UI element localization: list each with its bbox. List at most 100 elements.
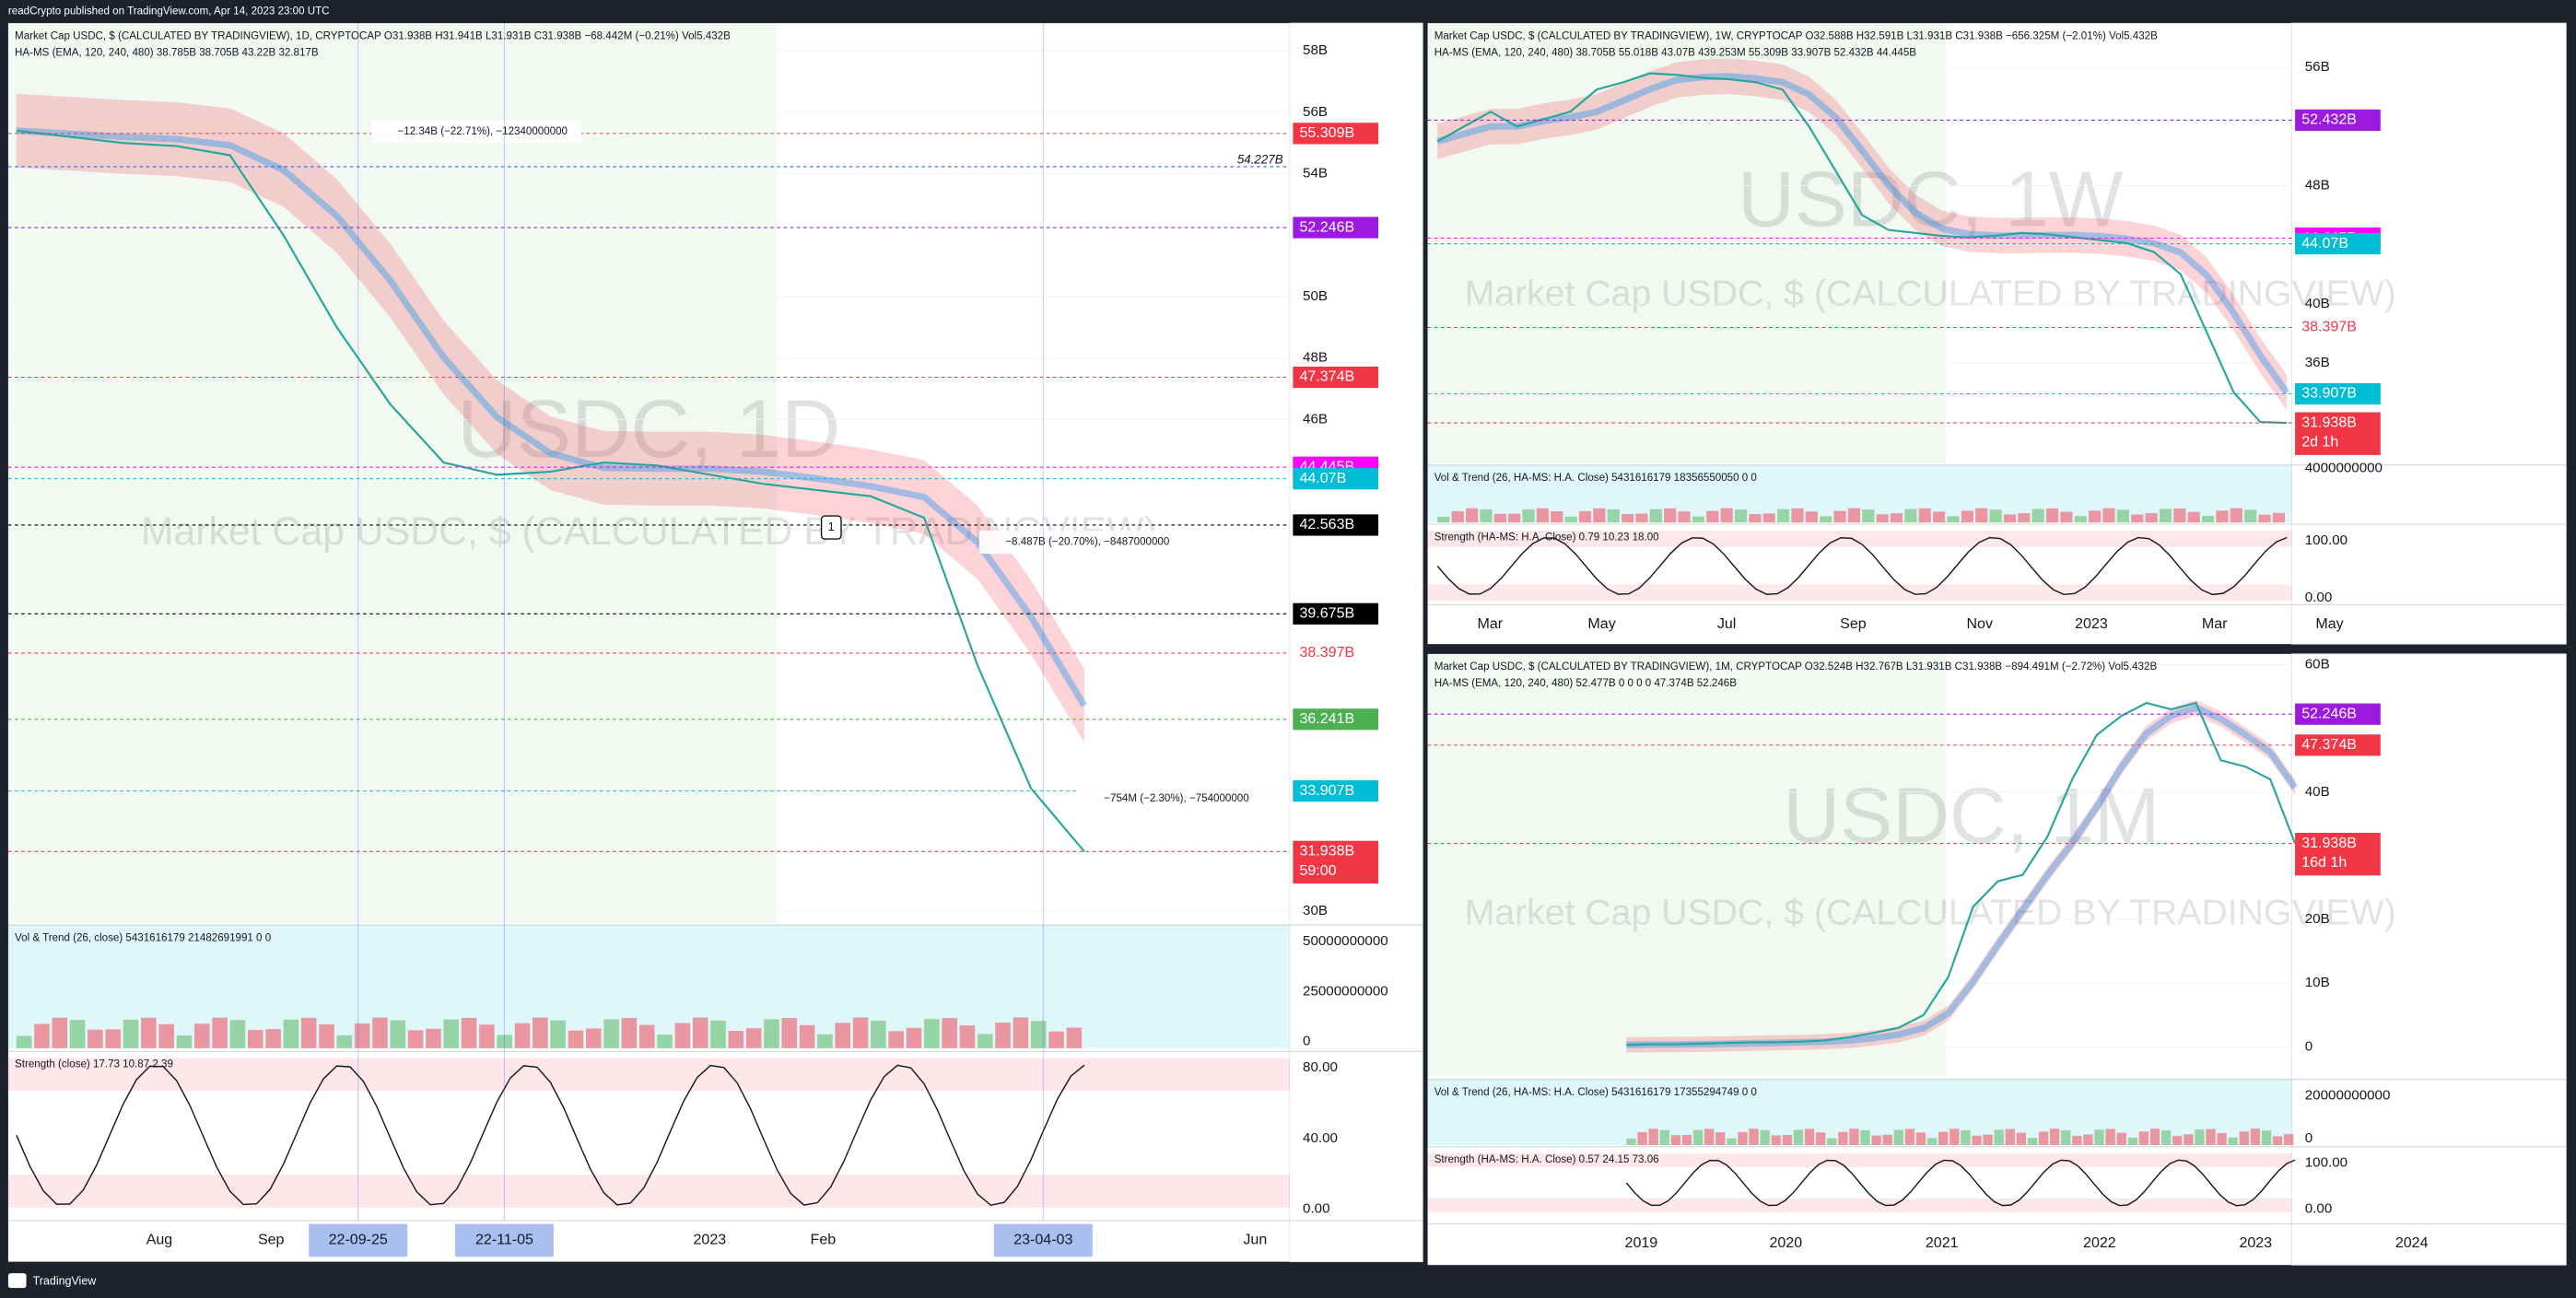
- vol-bar: [2258, 514, 2271, 523]
- vol-bar: [1793, 1129, 1804, 1146]
- vol-bar: [265, 1029, 281, 1048]
- ema-line: [16, 127, 1087, 707]
- vol-bar: [1860, 1129, 1870, 1146]
- vol-bar: [1593, 508, 1606, 523]
- vol-bar: [995, 1023, 1011, 1048]
- vol-bar: [1066, 1027, 1083, 1048]
- price-tag-label: 31.938B: [2301, 835, 2357, 851]
- vol-bar: [621, 1017, 638, 1048]
- vol-bar: [2160, 1130, 2172, 1146]
- vol-bar: [229, 1020, 246, 1048]
- vol-bar: [1704, 1128, 1715, 1146]
- price-tag-countdown: 59:00: [1299, 862, 1336, 879]
- tv-logo: [7, 1273, 27, 1289]
- y-tick-label: 20B: [2305, 911, 2330, 927]
- panel: [7, 23, 1423, 1262]
- vol-bar: [1522, 509, 1535, 523]
- watermark-sub: Market Cap USDC, $ (CALCULATED BY TRADIN…: [1465, 273, 2396, 313]
- vol-bar: [1738, 1131, 1748, 1146]
- price-tag-label: 47.374B: [1299, 368, 1354, 385]
- price-tag: [2295, 232, 2381, 255]
- price-tag-label: 33.907B: [2301, 385, 2357, 402]
- vol-bar: [2272, 512, 2285, 523]
- vol-bar: [585, 1028, 602, 1048]
- price-tag-label: 42.563B: [1299, 516, 1354, 532]
- y-tick-label: 58B: [1303, 42, 1328, 58]
- vol-bar: [2060, 511, 2073, 523]
- vol-bar: [1670, 1135, 1681, 1146]
- vol-bar: [1782, 1134, 1793, 1146]
- price-line: [16, 129, 1085, 853]
- vol-bar: [906, 1027, 922, 1048]
- vol-bar: [2216, 510, 2229, 523]
- vol-bar: [2244, 509, 2257, 523]
- price-tag-label: 36.241B: [1299, 710, 1354, 727]
- vol-bar: [283, 1019, 299, 1048]
- vol-bar: [176, 1035, 193, 1048]
- vol-bar: [1915, 1132, 1926, 1146]
- vol-bar: [2195, 1129, 2205, 1146]
- price-tag: [1293, 780, 1379, 802]
- subpanel-axis-label: 50000000000: [1303, 933, 1388, 949]
- x-tick-label: 23-04-03: [1013, 1232, 1072, 1248]
- annotation-box: [820, 515, 842, 540]
- y-tick-label: 40B: [2305, 784, 2330, 800]
- price-tag: [1293, 642, 1379, 664]
- price-tag-countdown: 2d 1h: [2301, 434, 2338, 450]
- vol-bar: [1030, 1021, 1047, 1048]
- vol-bar: [1882, 1134, 1892, 1146]
- vol-bar: [514, 1023, 531, 1048]
- vol-bar: [1950, 1128, 1960, 1146]
- vol-bar: [2145, 512, 2158, 523]
- vol-bar: [692, 1017, 708, 1048]
- bull-zone: [7, 23, 778, 924]
- vol-bar: [959, 1025, 976, 1048]
- vol-bar: [1849, 1128, 1859, 1146]
- y-tick-label: 54B: [1303, 166, 1328, 181]
- vol-bar: [1833, 510, 1846, 523]
- vol-bar: [2003, 514, 2017, 523]
- x-tick-label: Nov: [1966, 615, 1993, 632]
- vol-bar: [2005, 1128, 2015, 1146]
- x-tick-label: Sep: [1840, 615, 1867, 632]
- vol-bar: [1465, 508, 1479, 523]
- vol-bar: [1777, 509, 1790, 523]
- vol-bar: [1013, 1017, 1029, 1048]
- vol-bar: [2094, 1129, 2104, 1146]
- subpanel-axis-label: 40.00: [1303, 1130, 1338, 1146]
- price-tag-label: 31.938B: [1299, 843, 1354, 859]
- vol-bar: [141, 1017, 157, 1048]
- vol-bar: [1762, 513, 1775, 523]
- vol-bar: [2083, 1134, 2093, 1146]
- y-tick-label: 0: [2305, 1038, 2313, 1054]
- vol-bar: [1975, 508, 1988, 523]
- vol-bar: [16, 1035, 32, 1048]
- vol-bar: [212, 1017, 228, 1048]
- bull-zone: [1427, 653, 1947, 1077]
- vol-bar: [1989, 509, 2002, 523]
- vol-bar: [2016, 1132, 2027, 1146]
- subpanel-legend: Strength (close) 17.73 10.87 2.39: [15, 1059, 173, 1070]
- vol-bar: [817, 1034, 833, 1048]
- vol-bar: [888, 1031, 904, 1048]
- price-tag: [2295, 703, 2381, 725]
- vol-bar: [2102, 508, 2115, 523]
- annotation-box: [370, 120, 582, 144]
- vol-bar: [300, 1017, 317, 1048]
- y-tick-label: 50B: [1303, 288, 1328, 304]
- price-tag: [2295, 382, 2381, 405]
- x-tick-label: Aug: [146, 1232, 173, 1248]
- vol-bar: [1727, 1138, 1737, 1146]
- vol-bar: [1918, 508, 1931, 523]
- vol-bar: [1451, 510, 1464, 523]
- vol-bar: [568, 1030, 584, 1048]
- vol-bar: [2074, 516, 2087, 523]
- vol-bar: [2172, 1136, 2183, 1146]
- header: readCrypto published on TradingView.com,…: [8, 6, 330, 18]
- strength-line: [1436, 536, 2288, 596]
- annotation-box: [1077, 787, 1288, 811]
- y-tick-label: 56B: [1303, 104, 1328, 120]
- vol-bar: [1749, 1128, 1759, 1146]
- subpanel-axis-label: 0: [2305, 1130, 2313, 1146]
- vol-bar: [1938, 1131, 1949, 1146]
